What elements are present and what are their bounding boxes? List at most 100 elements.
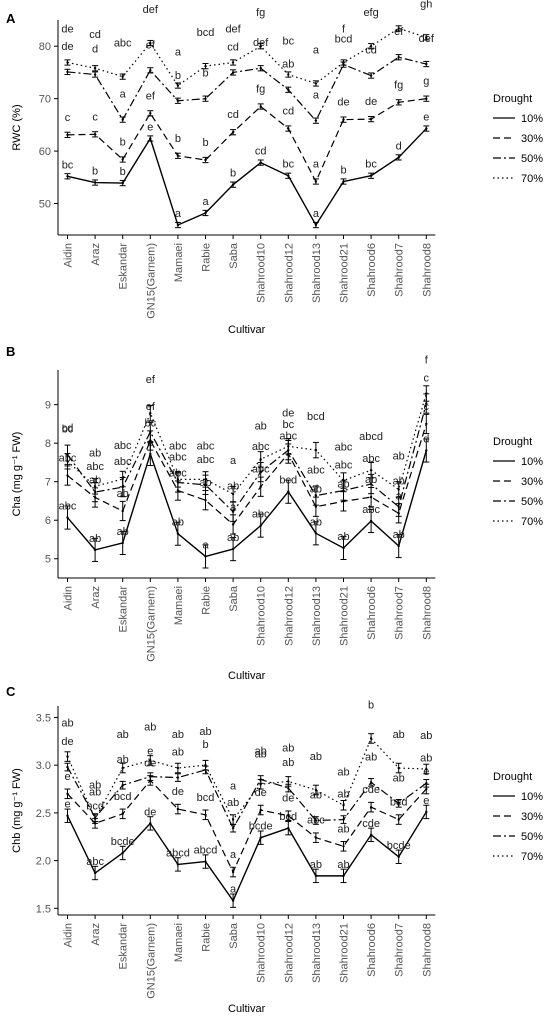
significance-letter: b [120,136,126,148]
data-point [287,127,290,130]
data-point [342,500,345,503]
data-point [66,765,69,769]
data-point [204,211,207,215]
data-point [121,158,124,161]
significance-letter: a [202,539,209,551]
data-point [369,805,373,809]
significance-letter: ab [282,59,294,71]
significance-letter: fg [256,84,265,96]
y-tick-label: 3.5 [36,712,51,724]
x-tick-label: Shahrood13 [311,243,323,303]
data-point [93,485,97,488]
data-point [425,767,428,771]
data-point [314,494,318,497]
significance-letter: abc [169,451,187,463]
x-tick-label: GN15(Garnem) [145,586,157,662]
data-point [425,62,428,66]
significance-letter: ab [393,450,405,462]
significance-letter: abcd [166,847,190,859]
legend-label: 10% [521,791,543,803]
data-point [425,36,428,39]
significance-letter: abc [362,453,380,465]
significance-letter: d [423,434,429,446]
x-tick-label: Shahrood6 [366,923,378,977]
data-point [369,519,373,523]
data-point [369,737,373,740]
data-point [369,468,373,472]
significance-letter: de [282,793,294,805]
y-tick-label: 70 [39,94,51,106]
data-point [176,532,180,535]
x-tick-label: Rabie [201,586,213,615]
significance-letter: ab [227,532,239,544]
x-tick-label: Shahrood21 [339,243,351,303]
significance-letter: a [313,159,320,171]
data-point [231,183,235,186]
significance-letter: a [313,44,320,56]
y-tick-label: 9 [45,400,51,412]
legend-label: 10% [521,113,543,125]
significance-letter: c [92,111,98,123]
y-tick-label: 8 [45,438,51,450]
data-point [121,851,124,855]
series-line [67,779,427,873]
data-point [149,775,152,778]
x-tick-label: Shahrood8 [421,923,433,977]
y-tick-label: 80 [39,41,51,53]
series-line [67,423,427,526]
significance-letter: abc [335,460,353,472]
data-point [287,780,290,783]
significance-letter: ab [282,742,294,754]
data-point [314,532,318,535]
data-point [121,118,124,121]
data-point [287,786,290,790]
data-point [121,766,124,770]
data-point [314,788,318,792]
data-point [66,70,69,74]
data-point [121,812,124,816]
legend-label: 70% [521,851,543,863]
significance-letter: cd [227,109,239,121]
data-point [397,544,400,548]
significance-letter: b [175,70,181,82]
data-point [314,836,318,839]
series-line [67,56,427,122]
legend-label: 50% [521,153,543,165]
significance-letter: g [423,76,429,88]
significance-letter: bc [62,424,74,436]
significance-letter: bc [62,159,74,171]
significance-letter: ab [310,751,322,763]
x-tick-label: Araz [90,586,102,609]
data-point [259,808,262,812]
x-tick-label: Shahrood8 [421,586,433,640]
data-point [259,458,262,461]
data-point [93,817,97,820]
data-point [342,874,345,878]
data-point [369,45,373,48]
significance-letter: a [175,208,182,220]
data-point [397,766,400,770]
significance-letter: e [64,771,70,783]
significance-letter: de [337,97,349,109]
data-point [231,61,235,64]
significance-letter: abc [197,440,215,452]
significance-letter: efg [363,7,378,19]
x-tick-label: Shahrood7 [394,243,406,297]
data-point [425,782,428,785]
legend: Drought 10% 30% 50% 70% [493,93,543,185]
legend-label: 70% [521,173,543,185]
significance-letter: a [175,47,182,59]
data-point [231,818,235,821]
significance-letter: b [230,168,236,180]
significance-letter: f [342,23,346,35]
significance-letter: ab [337,531,349,543]
significance-letter: ab [89,447,101,459]
significance-letter: ab [337,789,349,801]
significance-letter: ab [117,754,129,766]
data-point [149,69,152,72]
chart-panel-b: B 5 6 7 8 9 Cha (mg g⁻¹ FW) Aidin Araz Eskandar GN… [6,344,543,682]
significance-letter: abc [362,504,380,516]
x-tick-label: Shahrood12 [283,586,295,646]
